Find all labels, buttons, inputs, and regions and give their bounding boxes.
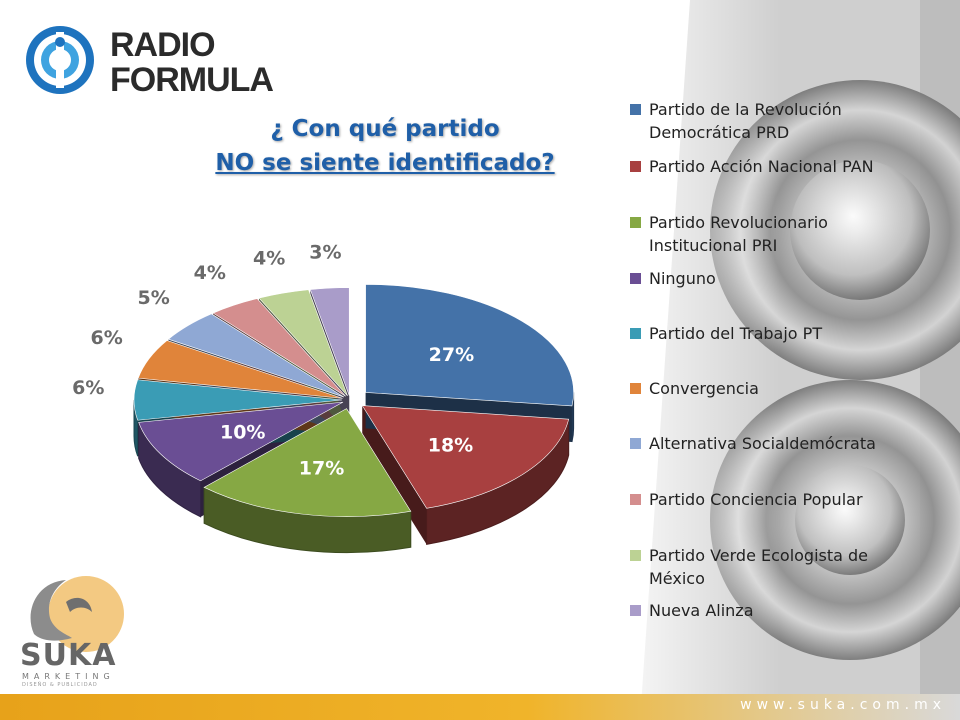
legend-swatch [630, 383, 641, 394]
legend-label-line: Ninguno [649, 269, 716, 288]
legend-label: Partido Verde Ecologista de México [649, 544, 868, 590]
suka-subtitle: MARKETING [22, 672, 115, 681]
legend-swatch [630, 550, 641, 561]
radio-formula-emblem-icon [26, 26, 94, 94]
legend-swatch [630, 273, 641, 284]
pie-slice-4 [138, 401, 344, 482]
legend-swatch [630, 328, 641, 339]
pie-slice-9 [258, 289, 348, 397]
legend-label-line: Partido Revolucionario [649, 213, 828, 232]
chart-title-line-2: NO se siente identificado? [215, 150, 555, 176]
logo-text-radio: RADIO [110, 26, 216, 64]
legend-item: Partido de la Revolución Democrática PRD [630, 98, 920, 144]
suka-name: SUKA [20, 638, 117, 673]
legend-item: Alternativa Socialdemócrata [630, 432, 920, 455]
legend-label: Partido del Trabajo PT [649, 322, 822, 345]
pie-label-3: 17% [299, 458, 344, 480]
legend-label: Ninguno [649, 267, 716, 290]
suka-logo: SUKA MARKETING DISEÑO & PUBLICIDAD [16, 572, 126, 690]
pie-slice-2 [361, 405, 570, 509]
legend-label: Partido de la Revolución Democrática PRD [649, 98, 842, 144]
legend-item: Nueva Alinza [630, 599, 920, 622]
legend-label-line: Democrática PRD [649, 123, 790, 142]
pie-label-2: 18% [428, 434, 473, 456]
legend-label: Convergencia [649, 377, 759, 400]
suka-tagline: DISEÑO & PUBLICIDAD [22, 682, 98, 688]
legend-label-line: Partido Acción Nacional PAN [649, 157, 874, 176]
legend-label: Nueva Alinza [649, 599, 754, 622]
pie-label-1: 27% [429, 344, 474, 366]
pie-label-7: 5% [138, 287, 170, 309]
legend-label-line: Nueva Alinza [649, 601, 754, 620]
legend-swatch [630, 161, 641, 172]
legend-label: Partido Revolucionario Institucional PRI [649, 211, 828, 257]
legend-item: Partido Conciencia Popular [630, 488, 920, 511]
pie-slice-10 [309, 287, 350, 396]
pie-label-9: 4% [253, 248, 285, 270]
legend-label-line: Institucional PRI [649, 236, 778, 255]
radio-formula-logo: RADIO FORMULA [22, 18, 292, 98]
chart-title: ¿ Con qué partido NO se siente identific… [150, 112, 620, 180]
legend-item: Partido Revolucionario Institucional PRI [630, 211, 920, 257]
legend-label-line: Partido Verde Ecologista de [649, 546, 869, 565]
legend-label: Partido Conciencia Popular [649, 488, 863, 511]
legend-label: Alternativa Socialdemócrata [649, 432, 876, 455]
logo-text-formula: FORMULA [110, 61, 274, 99]
legend-label-line: Partido de la Revolución [649, 100, 842, 119]
pie-label-4: 10% [220, 422, 265, 444]
legend-item: Partido Verde Ecologista de México [630, 544, 920, 590]
legend-item: Partido del Trabajo PT [630, 322, 920, 345]
pie-slice-6 [137, 340, 343, 399]
legend-label: Partido Acción Nacional PAN [649, 155, 874, 178]
pie-label-6: 6% [90, 327, 122, 349]
chart-title-line-1: ¿ Con qué partido [270, 116, 500, 142]
pie-label-5: 6% [72, 377, 104, 399]
legend-swatch [630, 494, 641, 505]
legend-label-line: Alternativa Socialdemócrata [649, 434, 876, 453]
legend-label-line: México [649, 569, 705, 588]
footer-url: www.suka.com.mx [740, 697, 946, 713]
legend-label-line: Convergencia [649, 379, 759, 398]
pie-slice-8 [212, 298, 346, 397]
footer-bar: www.suka.com.mx [0, 694, 960, 720]
pie-slice-7 [167, 313, 345, 398]
legend-label-line: Partido del Trabajo PT [649, 324, 823, 343]
legend-label-line: Partido Conciencia Popular [649, 490, 863, 509]
pie-slice-3 [203, 408, 412, 517]
legend-item: Convergencia [630, 377, 920, 400]
legend-swatch [630, 104, 641, 115]
legend-item: Partido Acción Nacional PAN [630, 155, 920, 178]
pie-label-10: 3% [309, 241, 341, 263]
pie-slice-1 [365, 284, 574, 407]
suka-emblem-icon [30, 576, 124, 652]
pie-label-8: 4% [194, 262, 226, 284]
pie-slice-5 [133, 379, 343, 421]
legend-swatch [630, 605, 641, 616]
legend-swatch [630, 217, 641, 228]
legend-item: Ninguno [630, 267, 920, 290]
legend-swatch [630, 438, 641, 449]
